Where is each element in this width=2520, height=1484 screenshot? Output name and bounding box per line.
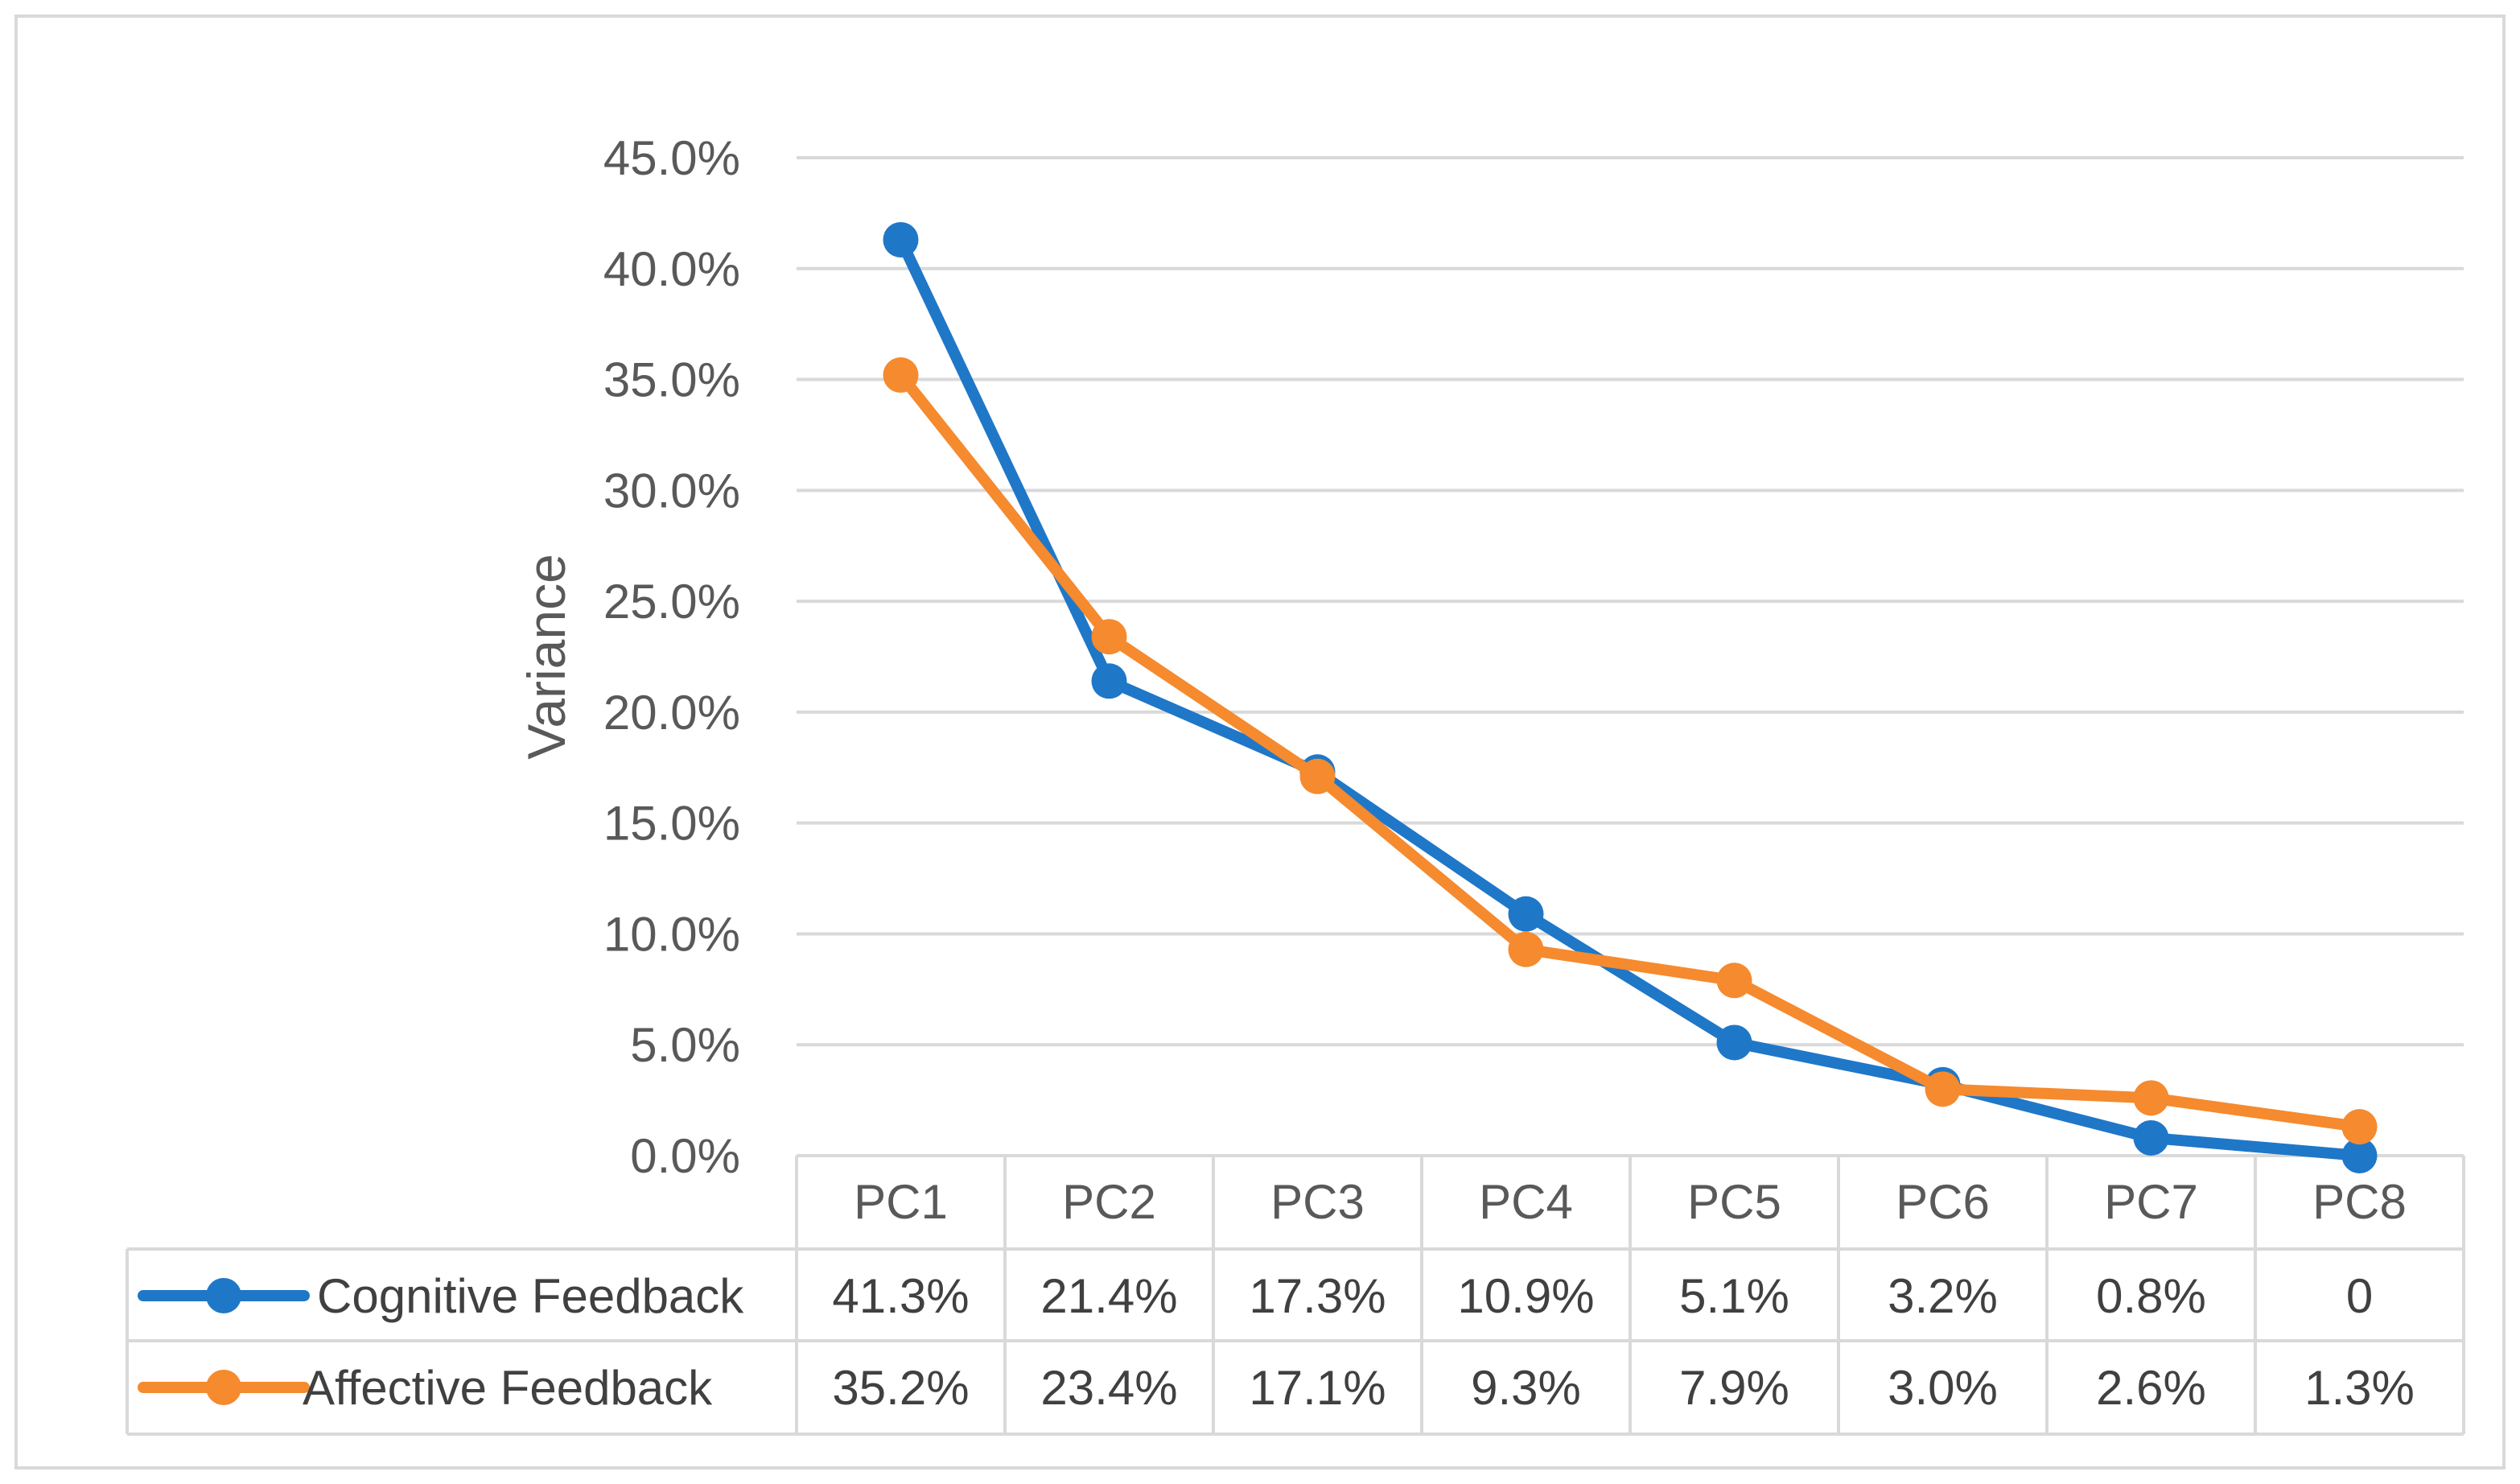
table-cell-value: 23.4% bbox=[1040, 1361, 1177, 1415]
gridlines bbox=[797, 156, 2464, 1157]
table-cell-value: 7.9% bbox=[1679, 1361, 1789, 1415]
category-label: PC5 bbox=[1687, 1175, 1781, 1229]
table-cell-value: 10.9% bbox=[1457, 1269, 1594, 1323]
data-point bbox=[2133, 1119, 2169, 1156]
category-label: PC1 bbox=[854, 1175, 948, 1229]
table-cell-value: 3.0% bbox=[1888, 1361, 1998, 1415]
y-tick-label: 35.0% bbox=[603, 353, 740, 407]
data-point bbox=[883, 221, 919, 258]
data-point bbox=[1508, 896, 1544, 932]
table-cell-value: 17.1% bbox=[1249, 1361, 1386, 1415]
line-chart: 0.0% 5.0% 10.0% 15.0% 20.0% 25.0% 30.0% 35.0% 40… bbox=[126, 131, 2465, 1436]
category-label: PC7 bbox=[2104, 1175, 2198, 1229]
data-point bbox=[1925, 1071, 1961, 1107]
table-cell-value: 9.3% bbox=[1471, 1361, 1581, 1415]
legend-key-marker bbox=[206, 1278, 241, 1313]
data-point bbox=[1299, 758, 1336, 794]
series-line bbox=[895, 233, 2366, 1161]
data-point bbox=[1091, 663, 1127, 699]
y-tick-label: 5.0% bbox=[630, 1018, 740, 1072]
y-tick-label: 30.0% bbox=[603, 464, 740, 517]
data-point bbox=[2341, 1109, 2378, 1145]
data-point bbox=[2133, 1080, 2169, 1116]
table-cell-value: 0.8% bbox=[2096, 1269, 2206, 1323]
data-point bbox=[1716, 963, 1752, 999]
table-cell-value: 35.2% bbox=[832, 1361, 969, 1415]
y-tick-label: 15.0% bbox=[603, 797, 740, 851]
series-lines bbox=[883, 221, 2378, 1173]
data-point bbox=[1091, 619, 1127, 655]
category-label: PC4 bbox=[1479, 1175, 1573, 1229]
y-tick-label: 40.0% bbox=[603, 242, 740, 296]
table-cell-value: 0 bbox=[2346, 1269, 2373, 1323]
series-line bbox=[895, 369, 2366, 1133]
table-cell-value: 1.3% bbox=[2304, 1361, 2415, 1415]
y-tick-label: 0.0% bbox=[630, 1129, 740, 1183]
category-label: PC2 bbox=[1062, 1175, 1156, 1229]
y-tick-label: 10.0% bbox=[603, 907, 740, 961]
data-point bbox=[1716, 1024, 1752, 1061]
table-cell-value: 3.2% bbox=[1888, 1269, 1998, 1323]
category-label: PC6 bbox=[1896, 1175, 1990, 1229]
category-label: PC3 bbox=[1270, 1175, 1365, 1229]
y-tick-label: 25.0% bbox=[603, 575, 740, 629]
table-cell-value: 41.3% bbox=[832, 1269, 969, 1323]
data-point bbox=[1508, 931, 1544, 967]
data-table: PC1 PC2 PC3 PC4 PC5 PC6 PC7 PC8 Cognitive Feedba… bbox=[126, 1154, 2465, 1436]
table-cell-value: 5.1% bbox=[1679, 1269, 1789, 1323]
category-label: PC8 bbox=[2312, 1175, 2407, 1229]
y-axis-title: Variance bbox=[517, 554, 576, 760]
y-tick-label: 20.0% bbox=[603, 686, 740, 740]
table-cell-value: 2.6% bbox=[2096, 1361, 2206, 1415]
data-point bbox=[883, 357, 919, 394]
legend-series-name: Affective Feedback bbox=[303, 1361, 713, 1415]
table-cell-value: 17.3% bbox=[1249, 1269, 1386, 1323]
chart-frame: 0.0% 5.0% 10.0% 15.0% 20.0% 25.0% 30.0% 35.0% 40… bbox=[14, 14, 2506, 1470]
y-axis-ticks: 0.0% 5.0% 10.0% 15.0% 20.0% 25.0% 30.0% 35.0% 40… bbox=[603, 131, 740, 1183]
legend-key-marker bbox=[206, 1370, 241, 1405]
legend-series-name: Cognitive Feedback bbox=[317, 1269, 744, 1323]
data-point bbox=[2341, 1138, 2378, 1173]
y-tick-label: 45.0% bbox=[603, 131, 740, 185]
table-cell-value: 21.4% bbox=[1040, 1269, 1177, 1323]
